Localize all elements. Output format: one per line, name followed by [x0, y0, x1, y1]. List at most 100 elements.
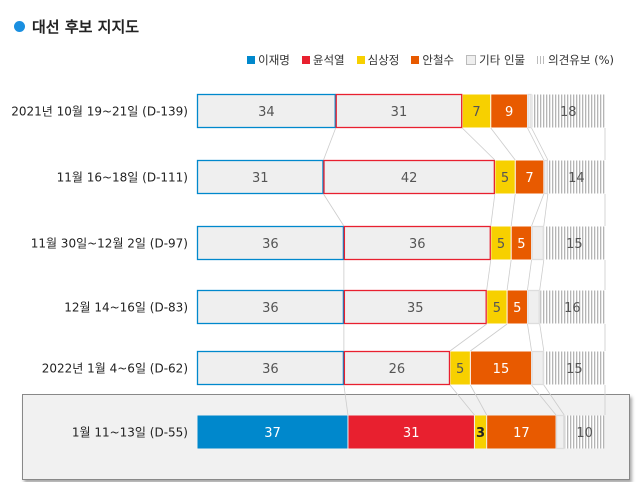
legend-label: 윤석열: [312, 53, 345, 67]
row-label: 11월 30일~12월 2일 (D-97): [30, 236, 188, 251]
bar-segment: [343, 289, 487, 325]
legend-label: 이재명: [258, 53, 290, 67]
data-label: 5: [501, 171, 509, 186]
row-label: 2021년 10월 19~21일 (D-139): [11, 104, 188, 119]
legend-swatch: [301, 56, 310, 64]
legend-item: 심상정: [356, 52, 400, 68]
bar-segment: [531, 225, 544, 261]
data-label: 15: [566, 362, 583, 377]
legend-swatch: [466, 55, 477, 65]
connector-line: [527, 323, 532, 352]
data-label: 15: [493, 362, 510, 377]
legend-swatch: [537, 56, 546, 64]
bar-segment: [555, 414, 565, 450]
connector-line: [470, 323, 508, 352]
connector-line: [510, 193, 516, 227]
connector-line: [539, 323, 545, 352]
data-label: 36: [262, 362, 279, 377]
data-label: 36: [262, 301, 279, 316]
connector-line: [323, 127, 337, 161]
data-label: 3: [476, 426, 485, 441]
row-label: 12월 14~16일 (D-83): [64, 300, 188, 315]
legend-swatch: [356, 56, 365, 64]
row-label: 2022년 1월 4~6일 (D-62): [41, 361, 188, 376]
bar-segment: [491, 226, 511, 260]
bar-segment: [450, 351, 470, 385]
legend-item: 안철수: [411, 52, 454, 68]
data-label: 14: [568, 171, 585, 186]
data-label: 37: [264, 426, 281, 441]
bullet-icon: [14, 21, 25, 32]
connector-line: [461, 127, 496, 161]
legend-item: 이재명: [247, 52, 290, 68]
connector-line: [527, 259, 532, 291]
bar-segment: [543, 159, 549, 195]
connector-line: [490, 127, 516, 161]
data-label: 26: [389, 362, 406, 377]
data-label: 7: [525, 171, 533, 186]
connector-line: [449, 323, 487, 352]
legend-label: 안철수: [422, 53, 455, 67]
bar-segment: [544, 351, 605, 385]
connector-line: [543, 193, 549, 227]
bar-segment: [511, 226, 532, 260]
bar-segment: [196, 225, 345, 261]
bar-segment: [470, 351, 532, 385]
bar-segment: [540, 290, 605, 324]
bar-segment: [196, 289, 345, 325]
data-label: 36: [409, 237, 426, 252]
bar-segment: [343, 225, 491, 261]
bar-segment: [197, 415, 348, 449]
legend-swatch: [411, 56, 420, 64]
bar-segment: [532, 94, 605, 128]
connector-line: [531, 384, 557, 416]
data-label: 7: [472, 105, 480, 120]
bar-segment: [323, 159, 495, 195]
bar-segment: [548, 160, 605, 194]
legend-label: 기타 인물: [479, 53, 526, 67]
data-label: 36: [262, 237, 279, 252]
data-label: 9: [505, 105, 513, 120]
bar-segment: [343, 350, 451, 386]
data-label: 16: [564, 301, 581, 316]
bar-segment: [495, 160, 515, 194]
data-label: 35: [407, 301, 424, 316]
legend-label: 의견유보 (%): [548, 53, 614, 67]
bar-segment: [527, 93, 532, 129]
connector-line: [539, 259, 545, 291]
title-text: 대선 후보 지지도: [32, 18, 140, 36]
data-label: 5: [456, 362, 464, 377]
row-label: 11월 16~18일 (D-111): [56, 170, 188, 185]
data-label: 5: [513, 301, 521, 316]
bar-segment: [491, 94, 527, 128]
bar-segment: [474, 415, 487, 449]
bar-segment: [462, 94, 491, 128]
data-label: 5: [497, 237, 505, 252]
bar-segment: [527, 289, 540, 325]
bar-segment: [348, 415, 474, 449]
chart-title: 대선 후보 지지도: [14, 16, 139, 37]
connector-line: [490, 193, 496, 227]
bar-segment: [487, 415, 556, 449]
connector-line: [323, 193, 345, 227]
bar-segment: [564, 415, 605, 449]
data-label: 42: [401, 171, 418, 186]
bar-segment: [196, 159, 324, 195]
connector-line: [343, 384, 349, 416]
connector-line: [449, 384, 475, 416]
legend-label: 심상정: [367, 53, 400, 67]
bar-segment: [531, 350, 544, 386]
connector-line: [531, 127, 549, 161]
row-label: 1월 11~13일 (D-55): [71, 425, 188, 440]
data-label: 5: [517, 237, 525, 252]
connector-line: [470, 384, 488, 416]
legend-item: 윤석열: [301, 52, 345, 68]
bar-segment: [515, 160, 544, 194]
connector-line: [506, 259, 512, 291]
connector-line: [543, 384, 565, 416]
connector-line: [531, 193, 545, 227]
bar-segment: [335, 93, 463, 129]
data-label: 15: [566, 237, 583, 252]
